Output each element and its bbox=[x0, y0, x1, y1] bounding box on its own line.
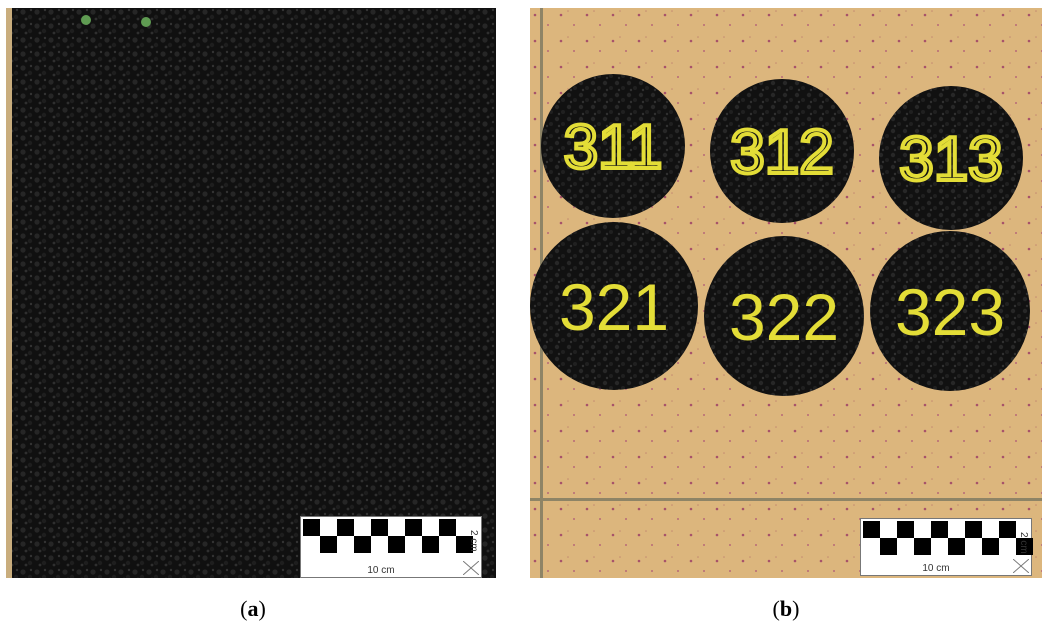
asphalt-slab-image bbox=[6, 8, 496, 578]
scale-width-label: 2 cm bbox=[1018, 532, 1029, 554]
scale-checker bbox=[863, 521, 1033, 555]
specimen-label: 311 bbox=[564, 113, 663, 182]
caption-b: (b) bbox=[772, 596, 800, 621]
specimen-label: 313 bbox=[899, 125, 1002, 194]
asphalt-slab-photo: 10 cm 2 cm bbox=[6, 8, 496, 578]
moss-spot bbox=[141, 17, 151, 27]
caption-a: (a) bbox=[240, 596, 266, 621]
specimen-323: 323 bbox=[870, 231, 1030, 391]
specimen-label: 323 bbox=[895, 275, 1005, 349]
caption-letter: a bbox=[247, 596, 259, 621]
scale-bar: 10 cm 2 cm bbox=[860, 518, 1033, 576]
specimen-311: 311 bbox=[541, 74, 685, 218]
specimen-label: 312 bbox=[730, 118, 833, 187]
specimen-312: 312 bbox=[710, 79, 854, 223]
moss-spot bbox=[81, 15, 91, 25]
scale-width-label: 2 cm bbox=[468, 530, 479, 552]
specimen-label: 321 bbox=[559, 270, 669, 344]
specimen-cores-photo: 311 312 313 321 322 323 bbox=[530, 8, 1042, 578]
caption-letter: b bbox=[779, 596, 793, 621]
specimen-322: 322 bbox=[704, 236, 864, 396]
grout-line bbox=[530, 498, 1042, 501]
scale-cross-icon bbox=[1013, 559, 1029, 573]
scale-cross-icon bbox=[463, 561, 479, 575]
scale-length-label: 10 cm bbox=[367, 565, 395, 576]
scale-checker bbox=[303, 519, 473, 553]
specimen-label: 322 bbox=[729, 280, 839, 354]
specimen-313: 313 bbox=[879, 86, 1023, 230]
scale-bar: 10 cm 2 cm bbox=[300, 516, 482, 578]
specimens-layer: 311 312 313 321 322 323 bbox=[530, 74, 1030, 396]
specimen-321: 321 bbox=[530, 222, 698, 390]
scale-length-label: 10 cm bbox=[922, 563, 950, 574]
